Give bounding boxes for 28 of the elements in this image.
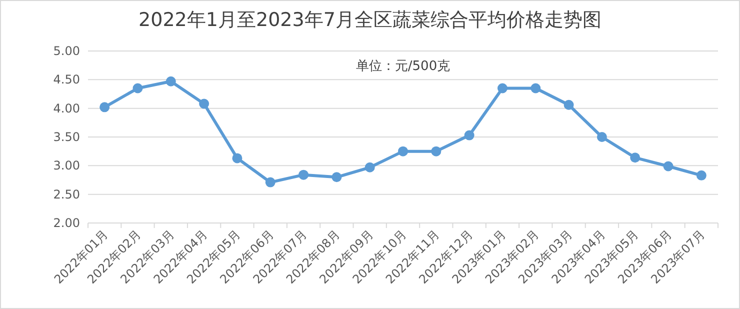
annotation: 单位：元/500克 (356, 59, 450, 74)
point (100, 102, 110, 112)
point (232, 153, 242, 164)
point (564, 100, 574, 110)
y-tick-label: 3.50 (53, 130, 80, 144)
y-tick-label: 3.00 (53, 158, 80, 173)
point (630, 152, 640, 163)
point (298, 170, 309, 180)
point (364, 162, 375, 172)
y-tick-label: 2.00 (53, 216, 80, 230)
point (398, 146, 408, 156)
point (696, 170, 706, 180)
y-tick-label: 4.50 (53, 72, 80, 87)
point (166, 76, 176, 86)
point (199, 98, 210, 109)
title: 2022年1月至2023年7月全区蔬菜综合平均价格走势图 (138, 9, 602, 31)
point (530, 83, 541, 94)
y-tick-label: 2.50 (53, 187, 80, 202)
point (431, 146, 442, 156)
y-tick-label: 4.00 (53, 101, 80, 116)
point (663, 161, 674, 172)
point (497, 83, 508, 94)
y-tick-label: 5.00 (53, 44, 80, 58)
point (596, 132, 607, 142)
point (132, 83, 143, 94)
point (265, 177, 276, 188)
point (464, 130, 474, 140)
point (332, 172, 342, 182)
